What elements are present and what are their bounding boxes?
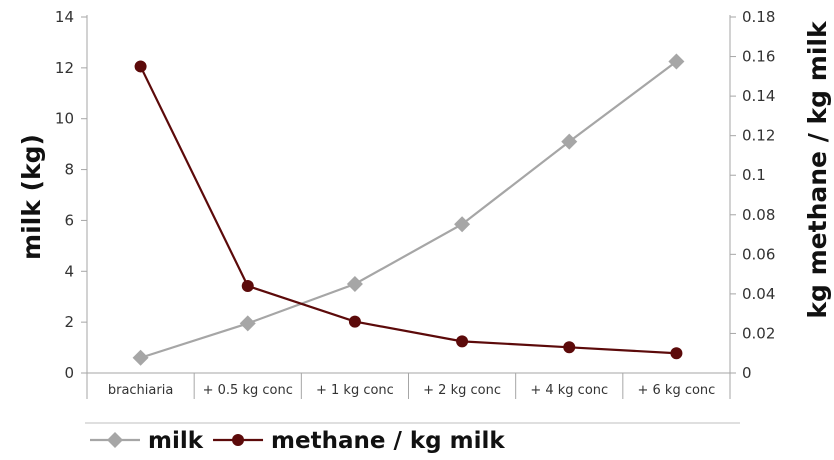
data-point-methane-kg-milk-4: [563, 341, 576, 354]
series-layer: [132, 53, 685, 366]
data-point-milk-2: [346, 276, 363, 292]
right-tick-label: 0.02: [742, 324, 775, 342]
data-point-milk-1: [239, 315, 256, 332]
right-axis-title: kg methane / kg milk: [803, 20, 832, 319]
series-milk: [132, 53, 685, 366]
legend-label-methane-kg-milk: methane / kg milk: [271, 428, 505, 454]
right-tick-label: 0.12: [742, 127, 775, 145]
left-tick-label: 14: [55, 8, 74, 26]
data-point-milk-5: [668, 53, 685, 70]
legend-item-methane-kg-milk: methane / kg milk: [213, 428, 505, 454]
data-point-methane-kg-milk-5: [670, 347, 683, 360]
axes: [86, 15, 731, 374]
data-point-methane-kg-milk-1: [241, 279, 254, 292]
legend: milk methane / kg milk: [90, 428, 505, 454]
right-tick-label: 0.1: [742, 166, 766, 184]
x-axis-categories: brachiaria + 0.5 kg conc + 1 kg conc + 2 kg…: [86, 373, 731, 399]
category-label-6-kg-conc: + 6 kg conc: [637, 383, 715, 398]
right-tick-label: 0.08: [742, 206, 775, 224]
left-tick-label: 2: [64, 313, 74, 331]
left-tick-label: 6: [64, 211, 74, 229]
legend-label-milk: milk: [148, 428, 204, 454]
left-y-axis-ticks: 0 2 4 6 8 10 12 14: [55, 8, 87, 382]
data-point-methane-kg-milk-2: [348, 315, 361, 328]
category-label-1-kg-conc: + 1 kg conc: [316, 383, 394, 398]
series-line-milk: [140, 60, 678, 359]
right-tick-label: 0.18: [742, 8, 775, 26]
category-label-2-kg-conc: + 2 kg conc: [423, 383, 501, 398]
left-tick-label: 10: [55, 110, 74, 128]
data-point-milk-0: [132, 349, 149, 366]
right-tick-label: 0.14: [742, 87, 775, 105]
right-y-axis-ticks: 0 0.02 0.04 0.06 0.08 0.1 0.12 0.14 0.16 0.18: [730, 8, 775, 382]
data-point-methane-kg-milk-3: [456, 335, 469, 348]
category-label-brachiaria: brachiaria: [108, 383, 173, 398]
data-point-milk-4: [561, 133, 578, 150]
data-point-milk-3: [454, 216, 471, 233]
series-line-methane-kg-milk: [139, 65, 677, 355]
category-label-4-kg-conc: + 4 kg conc: [530, 383, 608, 398]
category-label-0-5-kg-conc: + 0.5 kg conc: [203, 383, 293, 398]
legend-marker-milk: [107, 432, 123, 448]
left-tick-label: 12: [55, 59, 74, 77]
left-tick-label: 0: [64, 364, 74, 382]
right-tick-label: 0.06: [742, 245, 775, 263]
legend-marker-methane-kg-milk: [232, 434, 245, 446]
legend-item-milk: milk: [90, 428, 204, 454]
data-point-methane-kg-milk-0: [134, 60, 147, 73]
right-tick-label: 0: [742, 364, 752, 382]
right-tick-label: 0.04: [742, 285, 775, 303]
series-methane-kg-milk: [134, 60, 683, 360]
left-tick-label: 4: [64, 262, 74, 280]
left-tick-label: 8: [64, 161, 74, 179]
right-tick-label: 0.16: [742, 48, 775, 66]
left-axis-title: milk (kg): [17, 134, 46, 260]
